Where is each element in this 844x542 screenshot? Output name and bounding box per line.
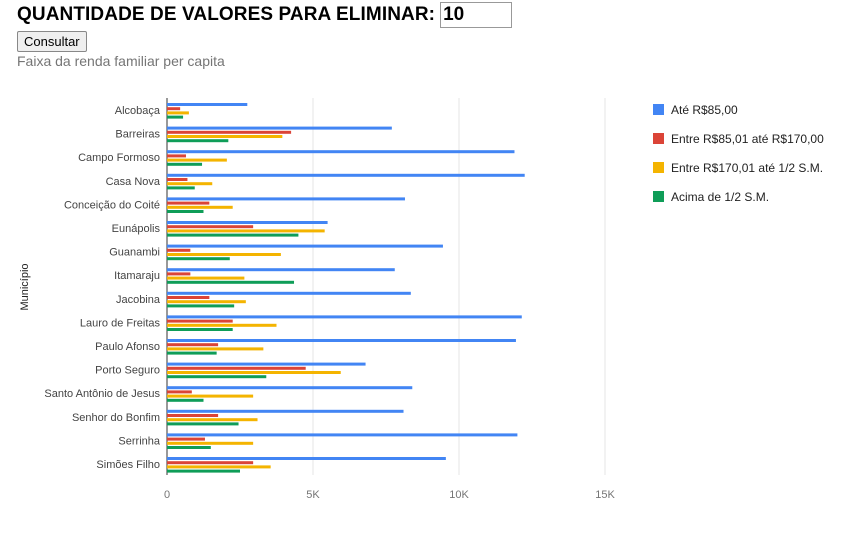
bar [167, 351, 217, 355]
bar [167, 182, 213, 186]
bar [167, 126, 392, 130]
x-tick-label: 10K [449, 489, 469, 501]
bar [167, 135, 283, 138]
category-label: Porto Seguro [95, 365, 160, 377]
bar [167, 398, 204, 402]
bar [167, 375, 267, 379]
category-label: Casa Nova [106, 176, 161, 188]
bar [167, 173, 525, 177]
category-label: Alcobaça [115, 105, 161, 117]
bar [167, 201, 210, 205]
bar [167, 248, 191, 252]
x-tick-label: 0 [164, 489, 170, 501]
bar [167, 162, 203, 166]
category-label: Barreiras [115, 129, 160, 141]
bar [167, 130, 292, 134]
bar [167, 280, 295, 284]
bar [167, 461, 254, 465]
bar [167, 441, 254, 445]
bar [167, 409, 404, 413]
bar [167, 244, 443, 248]
bar [167, 158, 227, 162]
bar [167, 465, 271, 469]
bar [167, 229, 325, 233]
category-label: Guanambi [109, 247, 160, 259]
legend-swatch [653, 191, 664, 202]
category-label: Itamaraju [114, 270, 160, 282]
bar [167, 186, 195, 190]
bar [167, 107, 181, 111]
legend-swatch [653, 104, 664, 115]
category-label: Paulo Afonso [95, 341, 160, 353]
bar [167, 272, 191, 276]
category-label: Campo Formoso [78, 152, 160, 164]
category-label: Lauro de Freitas [80, 317, 161, 329]
bar [167, 304, 235, 308]
legend-swatch [653, 133, 664, 144]
bar [167, 233, 299, 237]
bar [167, 154, 186, 158]
bar [167, 433, 518, 437]
quantity-input[interactable] [440, 2, 513, 28]
bar [167, 414, 219, 417]
quantity-label: QUANTIDADE DE VALORES PARA ELIMINAR: [17, 4, 436, 25]
bar [167, 225, 254, 229]
bar [167, 111, 189, 115]
category-label: Simões Filho [96, 459, 160, 471]
bar [167, 221, 328, 224]
bar [167, 276, 245, 280]
bar [167, 446, 211, 449]
bar [167, 339, 516, 342]
legend-label: Entre R$170,01 até 1/2 S.M. [671, 161, 823, 175]
bar [167, 328, 233, 331]
bar [167, 150, 515, 154]
y-axis-title: Município [19, 263, 31, 310]
x-tick-label: 5K [306, 489, 320, 501]
bar [167, 343, 219, 347]
bar [167, 210, 204, 213]
bar [167, 323, 277, 327]
bar [167, 437, 205, 441]
bar [167, 296, 210, 299]
consultar-button[interactable]: Consultar [17, 31, 87, 52]
bar [167, 205, 233, 209]
bar [167, 115, 184, 119]
category-label: Jacobina [116, 294, 161, 306]
bar [167, 197, 405, 201]
category-label: Senhor do Bonfim [72, 412, 160, 424]
category-label: Eunápolis [112, 223, 161, 235]
bar [167, 103, 248, 106]
bar [167, 371, 341, 374]
bar [167, 300, 246, 304]
bar [167, 319, 233, 323]
bar [167, 469, 240, 473]
bar [167, 390, 192, 394]
bar [167, 386, 413, 390]
bar [167, 253, 281, 256]
legend-label: Acima de 1/2 S.M. [671, 190, 769, 204]
bar [167, 178, 188, 181]
bar [167, 315, 522, 319]
legend-swatch [653, 162, 664, 173]
bar [167, 422, 239, 426]
bar [167, 347, 264, 351]
chart-title: Faixa da renda familiar per capita [17, 53, 225, 69]
category-label: Serrinha [118, 435, 160, 447]
legend-label: Entre R$85,01 até R$170,00 [671, 132, 824, 146]
category-label: Conceição do Coité [64, 199, 160, 211]
legend-label: Até R$85,00 [671, 103, 738, 117]
x-tick-label: 15K [595, 489, 615, 501]
bar [167, 366, 306, 370]
bar [167, 139, 229, 143]
form-row: QUANTIDADE DE VALORES PARA ELIMINAR: [17, 0, 513, 30]
bar [167, 291, 411, 295]
bar [167, 457, 446, 460]
bar [167, 418, 258, 422]
bar [167, 268, 395, 272]
bar [167, 362, 366, 366]
bar [167, 394, 254, 398]
bar [167, 257, 230, 261]
category-label: Santo Antônio de Jesus [44, 388, 160, 400]
